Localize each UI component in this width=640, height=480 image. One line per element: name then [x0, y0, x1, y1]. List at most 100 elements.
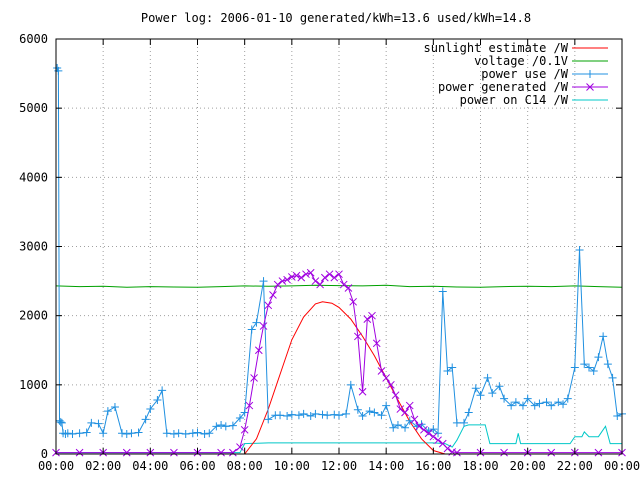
data-point	[229, 448, 237, 457]
data-point	[500, 394, 509, 403]
data-point	[316, 280, 324, 289]
data-point	[174, 429, 183, 438]
data-point	[276, 411, 285, 420]
data-point	[264, 415, 273, 424]
data-point	[613, 411, 622, 420]
y-tick-label: 5000	[19, 101, 48, 115]
data-point	[554, 398, 563, 407]
data-point	[488, 389, 497, 398]
data-point	[75, 429, 84, 438]
data-point	[563, 394, 572, 403]
data-point	[429, 432, 438, 441]
x-tick-label: 06:00	[179, 459, 215, 473]
data-point	[365, 407, 374, 416]
data-point	[169, 429, 178, 438]
data-point	[250, 374, 258, 382]
y-tick-label: 6000	[19, 32, 48, 46]
data-point	[228, 421, 237, 430]
data-point	[193, 428, 202, 437]
data-point	[443, 367, 452, 375]
data-point	[507, 401, 516, 410]
data-point	[401, 423, 410, 432]
data-point	[518, 401, 527, 410]
data-point	[292, 271, 301, 280]
y-tick-label: 1000	[19, 378, 48, 392]
data-point	[330, 410, 339, 419]
x-tick-label: 00:00	[604, 459, 640, 473]
data-point	[547, 448, 556, 457]
series-voltage	[55, 284, 623, 288]
data-point	[438, 287, 447, 296]
x-tick-label: 08:00	[227, 459, 263, 473]
data-point	[94, 419, 103, 428]
data-point	[325, 270, 334, 279]
series-layer	[52, 64, 626, 457]
data-point	[542, 398, 551, 407]
data-point	[306, 411, 315, 420]
data-point	[200, 429, 209, 438]
data-point	[56, 418, 65, 427]
data-point	[594, 353, 603, 362]
data-point	[377, 367, 386, 375]
x-tick-label: 22:00	[557, 459, 593, 473]
data-point	[363, 315, 372, 323]
data-point	[221, 422, 230, 431]
data-point	[405, 401, 414, 410]
data-point	[358, 387, 367, 396]
data-point	[103, 407, 112, 416]
legend-label: voltage /0.1V	[474, 54, 568, 68]
x-tick-label: 16:00	[415, 459, 451, 473]
data-point	[323, 411, 332, 420]
legend-item-sunlight: sunlight estimate /W	[424, 41, 608, 55]
data-point	[349, 297, 358, 306]
data-point	[471, 384, 480, 393]
data-point	[302, 270, 310, 279]
data-point	[382, 401, 391, 410]
data-point	[464, 408, 473, 417]
data-point	[122, 448, 131, 457]
data-point	[420, 425, 428, 434]
data-point	[264, 301, 273, 310]
data-point	[429, 425, 438, 434]
data-point	[580, 360, 589, 369]
x-tick-label: 18:00	[462, 459, 498, 473]
data-point	[370, 408, 379, 417]
data-point	[389, 423, 398, 432]
data-point	[75, 448, 84, 457]
data-point	[523, 394, 532, 403]
series-power-generated	[52, 268, 626, 457]
data-point	[240, 425, 249, 434]
data-point	[339, 280, 348, 289]
series-line	[244, 301, 446, 455]
data-point	[306, 268, 315, 277]
x-tick-label: 10:00	[274, 459, 310, 473]
data-point	[273, 280, 282, 289]
data-point	[110, 402, 119, 411]
data-point	[547, 401, 556, 410]
data-point	[443, 444, 452, 453]
data-point	[122, 429, 131, 438]
data-point	[368, 311, 376, 320]
x-tick-label: 00:00	[38, 459, 74, 473]
data-point	[311, 409, 320, 418]
data-point	[127, 429, 136, 438]
data-point	[434, 429, 443, 438]
y-tick-label: 2000	[19, 309, 48, 323]
data-point	[387, 380, 395, 389]
x-tick-label: 20:00	[510, 459, 546, 473]
data-point	[63, 429, 72, 438]
data-point	[575, 245, 584, 254]
data-point	[599, 332, 608, 341]
data-point	[99, 429, 108, 438]
data-point	[320, 273, 329, 282]
x-tick-label: 04:00	[132, 459, 168, 473]
data-point	[247, 325, 256, 334]
data-point	[217, 448, 225, 457]
legend-label: sunlight estimate /W	[424, 41, 569, 55]
data-point	[330, 273, 339, 282]
data-point	[500, 448, 508, 457]
legend-label: power on C14 /W	[460, 93, 569, 107]
data-point	[335, 270, 343, 279]
data-point	[354, 332, 362, 341]
